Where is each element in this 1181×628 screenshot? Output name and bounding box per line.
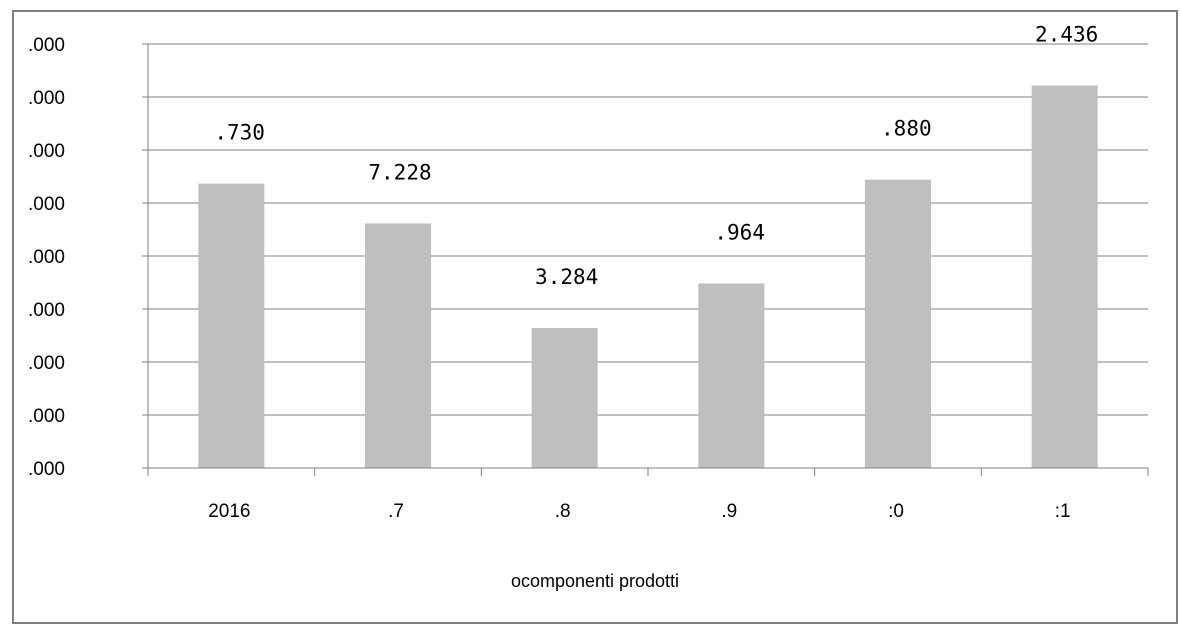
data-label: 3.284 <box>535 265 598 289</box>
bar <box>531 327 598 468</box>
y-tick-label: .000 <box>28 459 65 480</box>
y-tick-label: .000 <box>28 247 65 268</box>
y-tick-label: .000 <box>28 300 65 321</box>
axes <box>147 44 1149 476</box>
y-tick-label: .000 <box>28 35 65 56</box>
data-labels: .730 7.228 3.284 .964 .880 2.436 <box>202 22 1099 289</box>
y-tick-labels: .000 .000 .000 .000 .000 .000 .000 .000 .000 <box>28 35 65 480</box>
bars <box>198 85 1098 469</box>
x-tick-label: .8 <box>555 501 571 522</box>
gridlines <box>142 43 1148 469</box>
data-label: .964 <box>702 220 765 244</box>
x-tick-label: 2016 <box>208 501 250 522</box>
bar <box>198 183 265 468</box>
y-tick-label: .000 <box>28 194 65 215</box>
bar <box>698 283 765 468</box>
x-tick-labels: 2016 .7 .8 .9 :0 :1 <box>208 501 1070 522</box>
y-tick-label: .000 <box>28 141 65 162</box>
x-tick-label: :0 <box>888 501 904 522</box>
data-label: .730 <box>202 121 265 145</box>
data-label: 2.436 <box>1035 22 1098 46</box>
data-label: .880 <box>868 117 931 141</box>
bar <box>1031 85 1098 469</box>
data-label: 7.228 <box>368 160 431 184</box>
x-tick-label: .9 <box>721 501 737 522</box>
bar <box>365 223 431 468</box>
y-tick-label: .000 <box>28 406 65 427</box>
bar <box>865 179 931 468</box>
x-tick-label: .7 <box>388 501 404 522</box>
x-axis-title: ocomponenti prodotti <box>511 571 679 591</box>
y-tick-label: .000 <box>28 88 65 109</box>
y-tick-label: .000 <box>28 353 65 374</box>
x-tick-label: :1 <box>1055 501 1071 522</box>
